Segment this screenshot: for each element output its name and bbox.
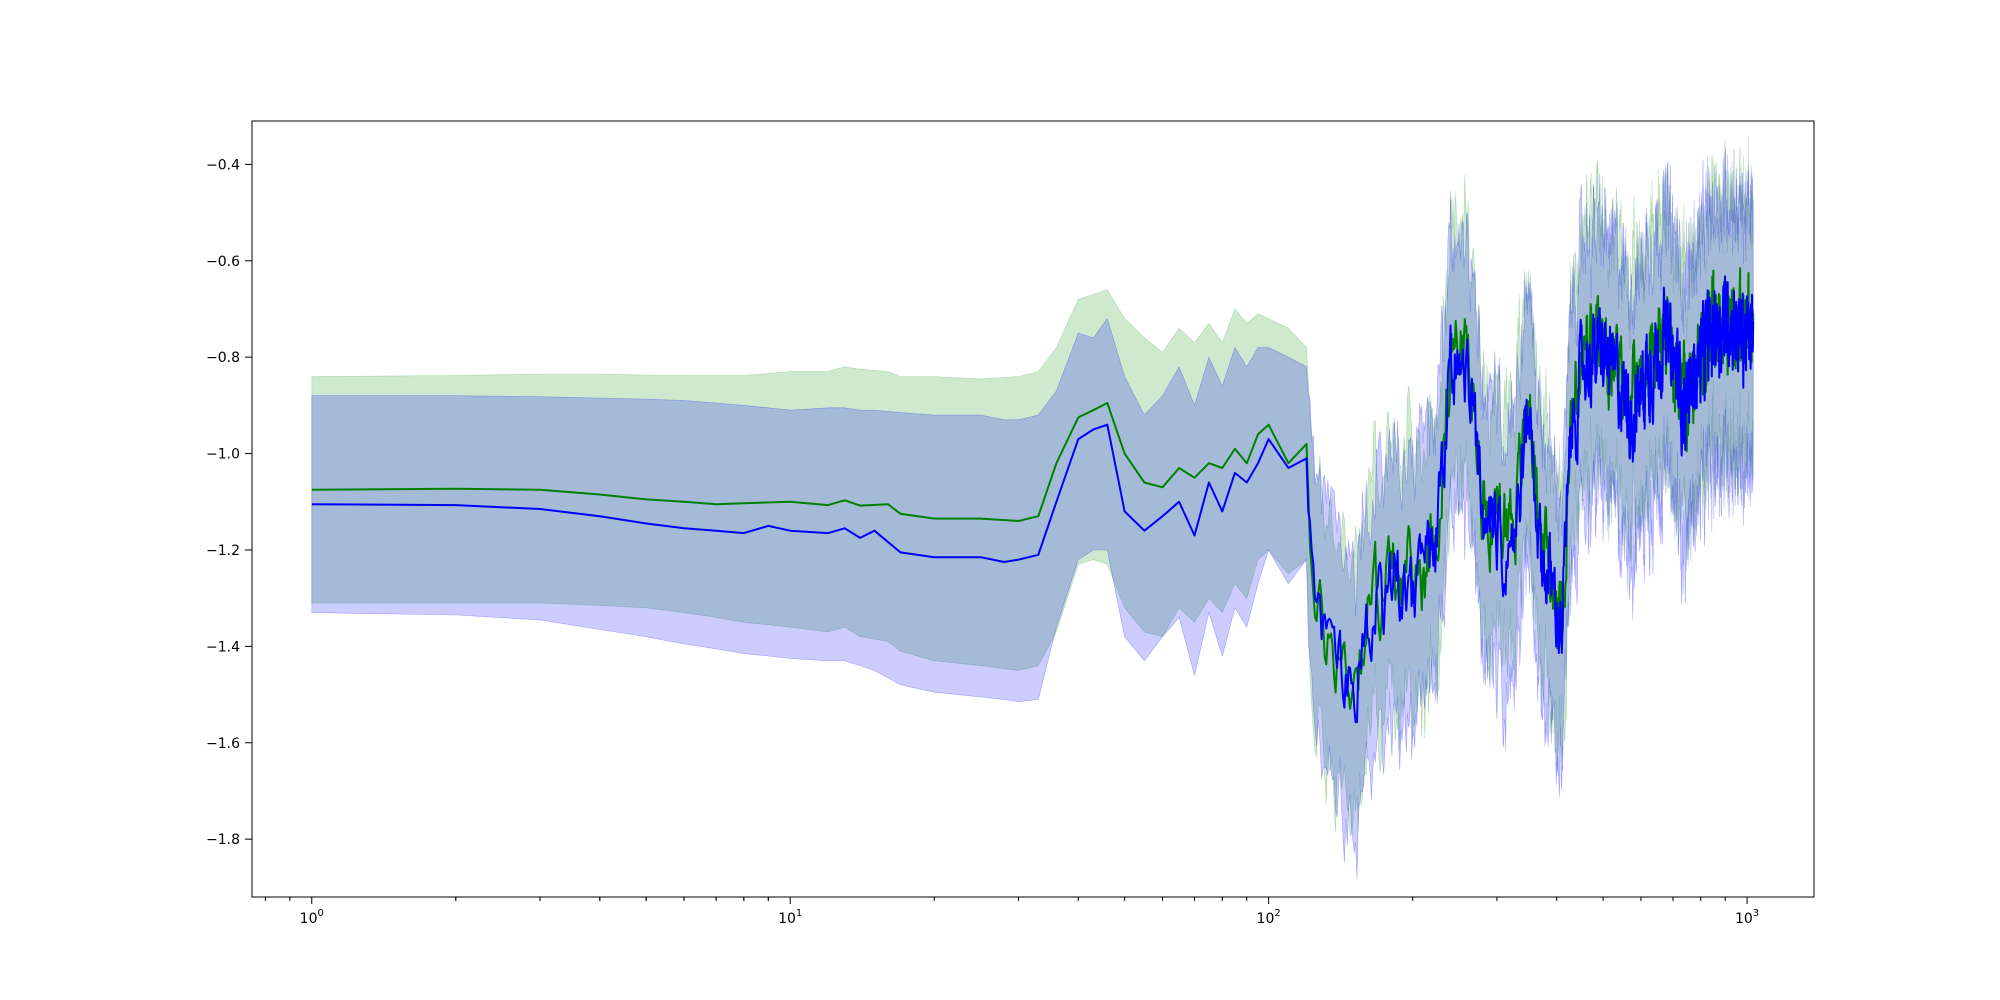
- x-tick-label: 102: [1257, 908, 1281, 927]
- y-tick-label: −0.6: [206, 254, 240, 270]
- y-tick-label: −1.6: [206, 736, 240, 752]
- y-tick-label: −1.2: [206, 543, 240, 559]
- y-tick-label: −1.0: [206, 447, 240, 463]
- series-2-confidence-band: [311, 140, 1754, 880]
- axes-frame: [251, 120, 1815, 898]
- y-tick-label: −0.4: [206, 157, 240, 173]
- y-tick-label: −0.8: [206, 350, 240, 366]
- x-tick-label: 100: [300, 908, 324, 927]
- series-1-confidence-band: [311, 136, 1754, 838]
- x-axis: 100 101 102 103: [264, 897, 1759, 927]
- y-tick-label: −1.8: [206, 832, 240, 848]
- y-axis: −0.4 −0.6 −0.8 −1.0 −1.2 −1.4 −1.6 −1.8: [206, 157, 252, 848]
- plot-area: [311, 136, 1755, 880]
- x-tick-label: 101: [778, 908, 802, 927]
- y-tick-label: −1.4: [206, 639, 240, 655]
- series-2-mean-line: [311, 275, 1755, 724]
- x-tick-label: 103: [1735, 908, 1759, 927]
